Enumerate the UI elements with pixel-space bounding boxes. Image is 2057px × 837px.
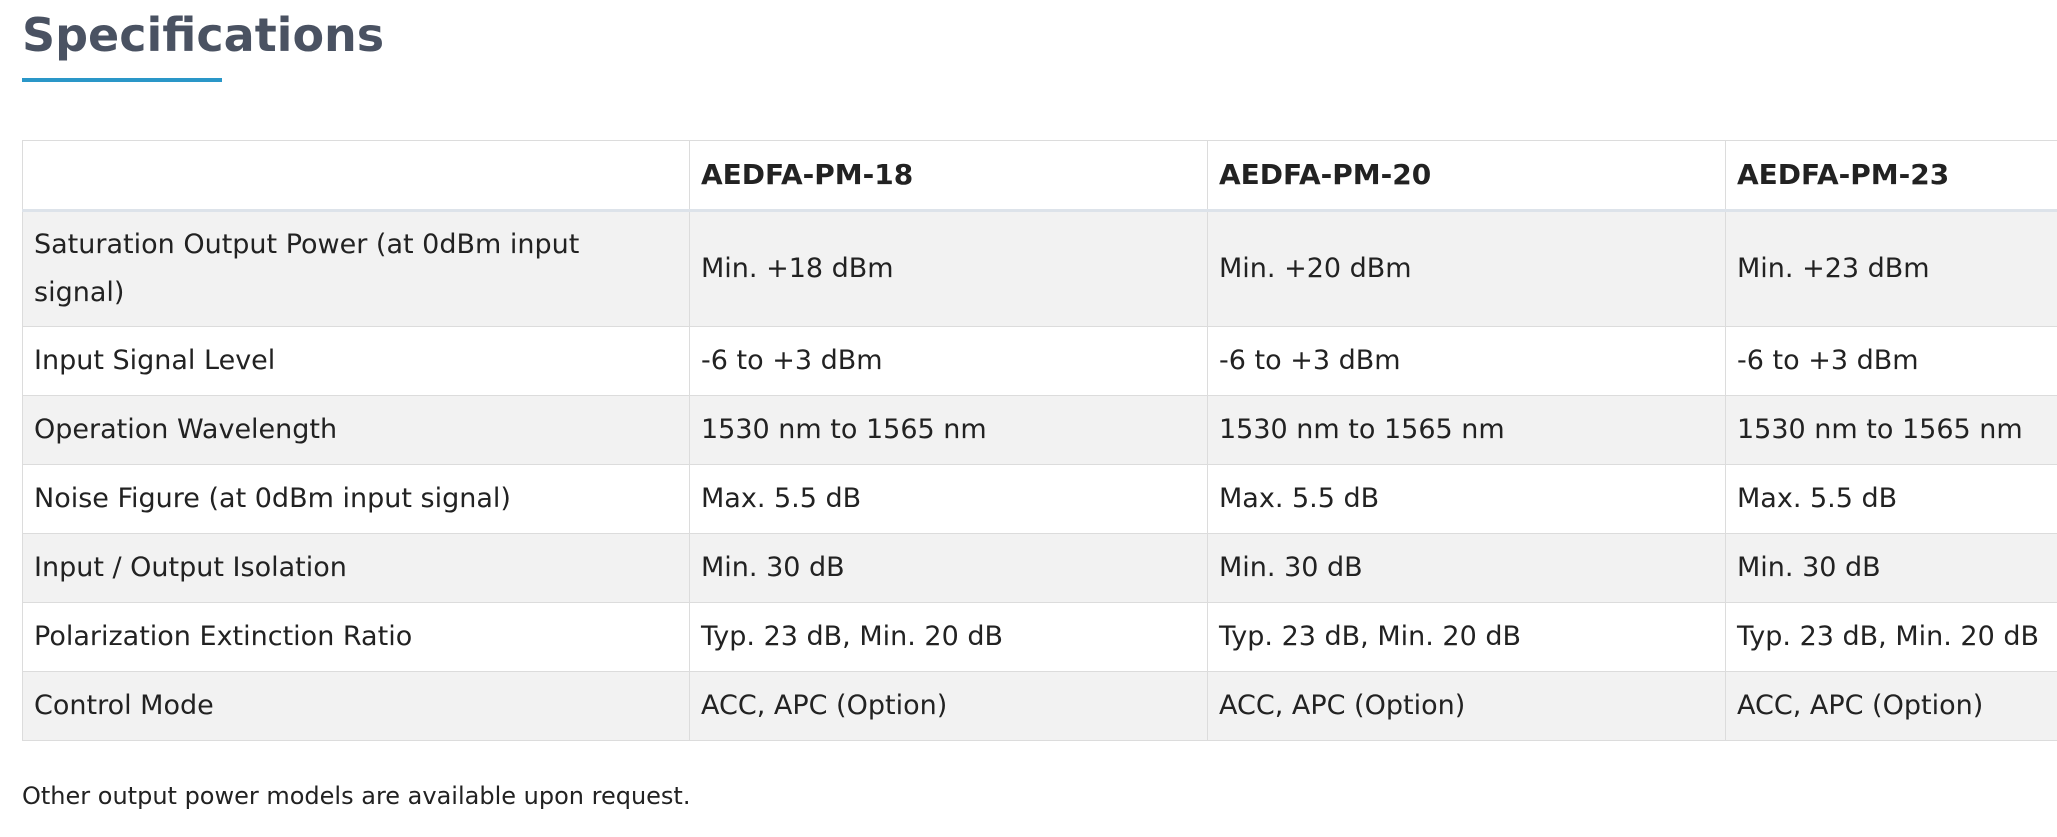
value-cell: Min. +23 dBm xyxy=(1725,210,2057,327)
value-cell: Typ. 23 dB, Min. 20 dB xyxy=(689,602,1208,672)
parameter-cell: Saturation Output Power (at 0dBm input s… xyxy=(22,210,690,327)
table-row: Input / Output Isolation Min. 30 dB Min.… xyxy=(22,533,2057,603)
value-cell: -6 to +3 dBm xyxy=(1725,326,2057,396)
value-cell: ACC, APC (Option) xyxy=(1725,671,2057,741)
table-row: Noise Figure (at 0dBm input signal) Max.… xyxy=(22,464,2057,534)
value-cell: Max. 5.5 dB xyxy=(1207,464,1726,534)
section-title: Specifications xyxy=(22,8,385,62)
value-cell: Min. 30 dB xyxy=(1725,533,2057,603)
value-cell: Max. 5.5 dB xyxy=(1725,464,2057,534)
value-cell: -6 to +3 dBm xyxy=(1207,326,1726,396)
value-cell: 1530 nm to 1565 nm xyxy=(1725,395,2057,465)
footnote: Other output power models are available … xyxy=(22,782,691,810)
parameter-cell: Input Signal Level xyxy=(22,326,690,396)
value-cell: Min. 30 dB xyxy=(689,533,1208,603)
value-cell: Max. 5.5 dB xyxy=(689,464,1208,534)
table-row: Control Mode ACC, APC (Option) ACC, APC … xyxy=(22,671,2057,741)
header-cell-model: AEDFA-PM-20 xyxy=(1207,140,1726,212)
table-row: Saturation Output Power (at 0dBm input s… xyxy=(22,210,2057,327)
value-cell: 1530 nm to 1565 nm xyxy=(1207,395,1726,465)
parameter-cell: Control Mode xyxy=(22,671,690,741)
specifications-table: AEDFA-PM-18 AEDFA-PM-20 AEDFA-PM-23 Satu… xyxy=(22,140,2057,741)
value-cell: Min. +20 dBm xyxy=(1207,210,1726,327)
value-cell: Typ. 23 dB, Min. 20 dB xyxy=(1207,602,1726,672)
header-cell-model: AEDFA-PM-18 xyxy=(689,140,1208,212)
value-cell: Typ. 23 dB, Min. 20 dB xyxy=(1725,602,2057,672)
table-header-row: AEDFA-PM-18 AEDFA-PM-20 AEDFA-PM-23 xyxy=(22,140,2057,212)
value-cell: -6 to +3 dBm xyxy=(689,326,1208,396)
value-cell: ACC, APC (Option) xyxy=(1207,671,1726,741)
value-cell: Min. 30 dB xyxy=(1207,533,1726,603)
parameter-cell: Polarization Extinction Ratio xyxy=(22,602,690,672)
value-cell: ACC, APC (Option) xyxy=(689,671,1208,741)
parameter-cell: Operation Wavelength xyxy=(22,395,690,465)
header-cell-model: AEDFA-PM-23 xyxy=(1725,140,2057,212)
parameter-cell: Input / Output Isolation xyxy=(22,533,690,603)
value-cell: Min. +18 dBm xyxy=(689,210,1208,327)
parameter-cell: Noise Figure (at 0dBm input signal) xyxy=(22,464,690,534)
table-row: Input Signal Level -6 to +3 dBm -6 to +3… xyxy=(22,326,2057,396)
table-row: Polarization Extinction Ratio Typ. 23 dB… xyxy=(22,602,2057,672)
title-underline xyxy=(22,78,222,82)
value-cell: 1530 nm to 1565 nm xyxy=(689,395,1208,465)
header-cell-parameter xyxy=(22,140,690,212)
table-row: Operation Wavelength 1530 nm to 1565 nm … xyxy=(22,395,2057,465)
